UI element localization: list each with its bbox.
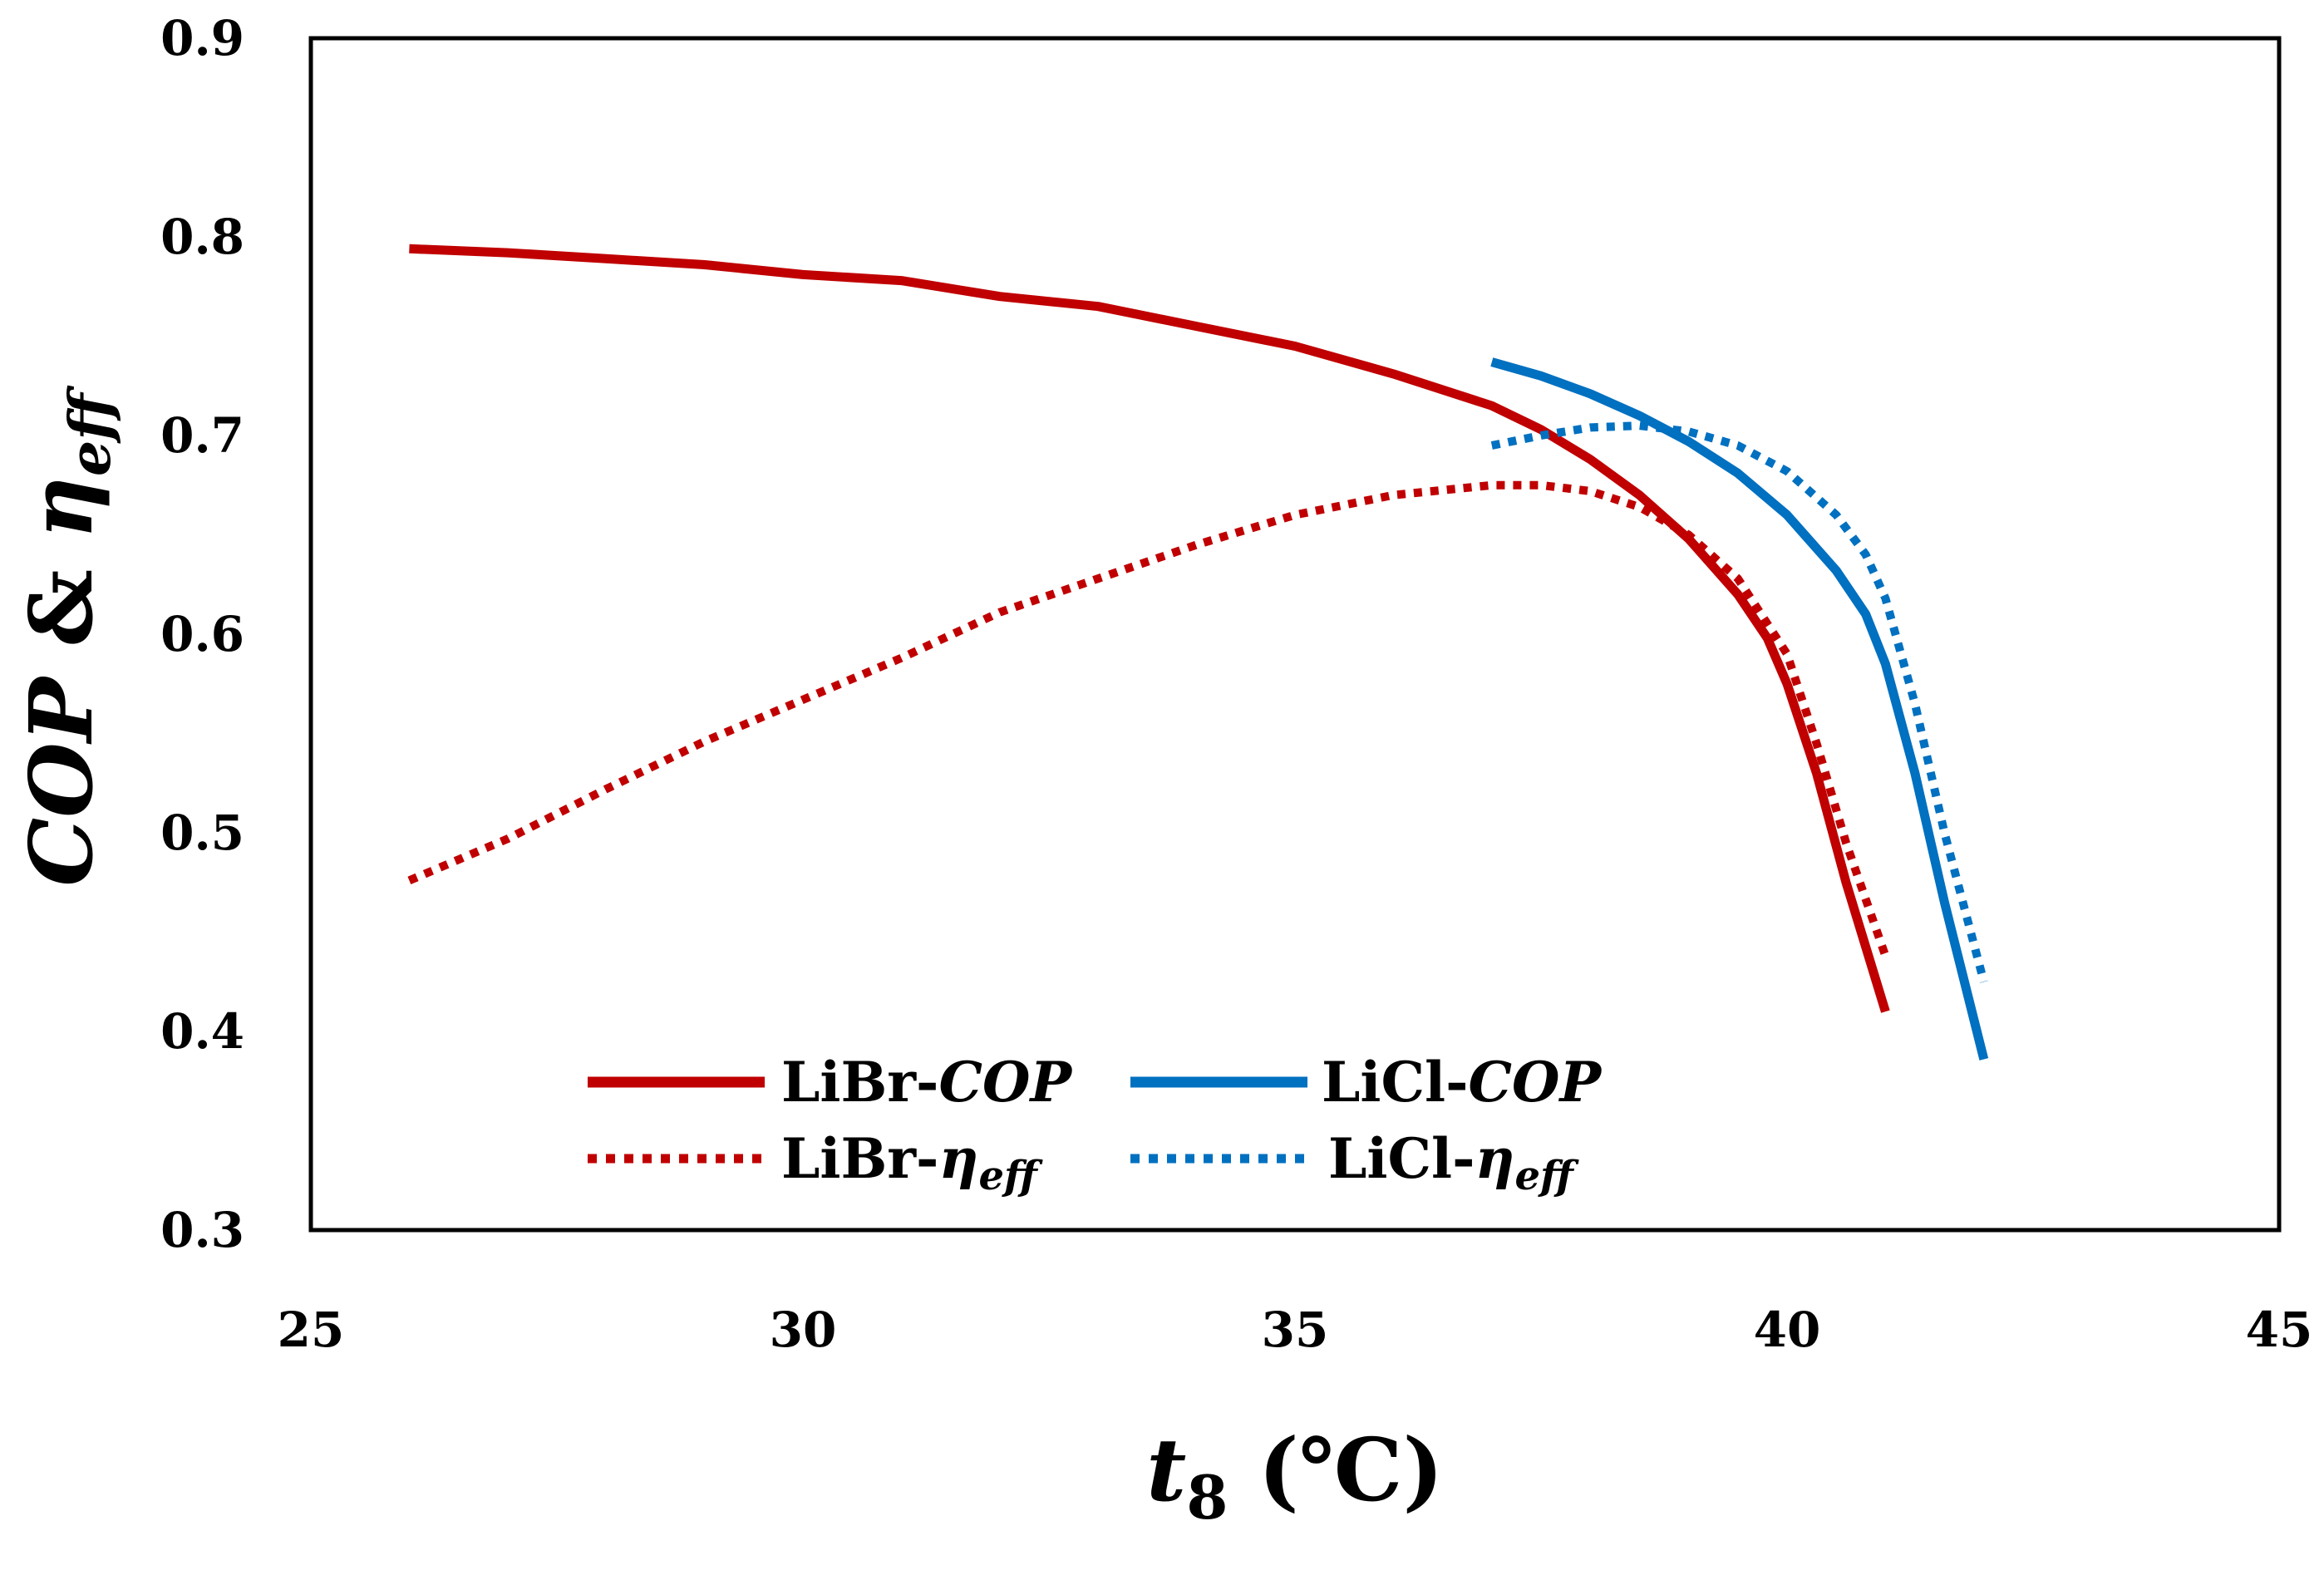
x-tick-label-35: 35: [1262, 1302, 1329, 1358]
y-tick-label-0.9: 0.9: [160, 10, 244, 66]
legend-label-licl-eta: LiCl-ηeff: [1328, 1126, 1579, 1199]
y-tick-label-0.5: 0.5: [160, 805, 244, 861]
y-tick-label-0.8: 0.8: [160, 209, 244, 265]
legend-label-libr-eta: LiBr-ηeff: [781, 1126, 1043, 1199]
x-tick-label-40: 40: [1754, 1302, 1821, 1358]
y-tick-label-0.4: 0.4: [160, 1003, 244, 1060]
series-line-licl-cop: [1490, 357, 1989, 1061]
y-tick-label-0.3: 0.3: [160, 1202, 244, 1258]
series-line-libr-cop: [409, 244, 1890, 1013]
legend-label-licl-cop: LiCl-COP: [1322, 1050, 1603, 1115]
y-tick-label-0.6: 0.6: [160, 606, 244, 662]
x-axis-title: t8 (℃): [1146, 1419, 1443, 1533]
y-axis-title: COP & ηeff: [10, 385, 124, 887]
tick-layer: 25 30 35 40 45 0.3 0.4 0.5 0.6 0.7 0.8 0.9: [160, 10, 2312, 1358]
legend: LiBr-COP LiCl-COP LiBr-ηeff LiCl-ηeff: [588, 1050, 1603, 1199]
series-line-licl-eta: [1490, 421, 1988, 983]
legend-label-libr-cop: LiBr-COP: [781, 1050, 1073, 1115]
y-tick-label-0.7: 0.7: [160, 407, 244, 464]
plot-frame: [308, 36, 2282, 1233]
x-tick-label-25: 25: [278, 1302, 345, 1358]
x-tick-label-30: 30: [770, 1302, 837, 1358]
x-tick-label-45: 45: [2246, 1302, 2313, 1358]
series-layer: [407, 244, 1989, 1061]
